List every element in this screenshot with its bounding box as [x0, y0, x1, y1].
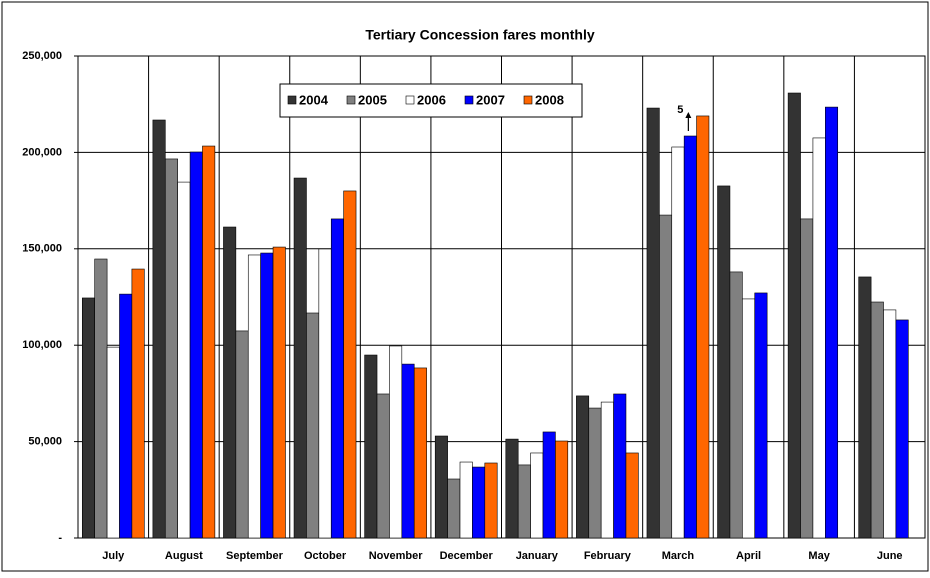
legend-label: 2006 — [417, 92, 446, 107]
bar — [272, 246, 286, 539]
bar — [555, 440, 569, 539]
y-tick-label: 200,000 — [22, 146, 62, 158]
legend-swatch — [523, 95, 533, 105]
x-tick-label: September — [226, 550, 284, 562]
x-tick-label: August — [165, 550, 203, 562]
bar — [119, 293, 133, 539]
x-tick-label: January — [516, 550, 559, 562]
x-tick-label: November — [369, 550, 424, 562]
bar — [858, 276, 872, 539]
bar — [434, 435, 448, 539]
legend-swatch — [287, 95, 297, 105]
legend-label: 2008 — [535, 92, 564, 107]
bar — [787, 92, 801, 539]
bar — [343, 190, 357, 539]
legend-label: 2005 — [358, 92, 387, 107]
legend-label: 2004 — [299, 92, 329, 107]
legend-swatch — [464, 95, 474, 105]
bar — [330, 218, 344, 539]
bar — [177, 181, 191, 539]
bar — [318, 248, 332, 539]
bar — [164, 158, 178, 539]
bar — [600, 401, 614, 539]
chart-title: Tertiary Concession fares monthly — [365, 27, 594, 43]
bar — [530, 452, 544, 539]
bar — [588, 407, 602, 539]
y-tick-label: 250,000 — [22, 50, 62, 62]
bar — [742, 298, 756, 539]
bar — [223, 226, 237, 539]
bar — [576, 395, 590, 539]
bar — [800, 218, 814, 539]
bar — [293, 177, 307, 539]
bar — [106, 346, 120, 539]
x-tick-label: March — [662, 550, 695, 562]
bar — [825, 106, 839, 539]
x-tick-label: October — [304, 550, 347, 562]
y-tick-label: - — [58, 532, 62, 544]
bar — [472, 466, 486, 539]
x-tick-label: June — [877, 550, 903, 562]
bar — [247, 254, 261, 539]
bar — [202, 145, 216, 539]
bar — [94, 258, 108, 539]
bar — [517, 464, 531, 539]
bar — [484, 462, 498, 539]
bar — [413, 367, 427, 539]
x-tick-label: April — [736, 550, 761, 562]
bar — [364, 354, 378, 539]
bar — [812, 137, 826, 539]
bar — [870, 301, 884, 539]
bar — [683, 135, 697, 539]
bar — [505, 438, 519, 539]
y-tick-label: 150,000 — [22, 243, 62, 255]
x-tick-label: February — [584, 550, 632, 562]
bar — [729, 271, 743, 539]
bar — [459, 461, 473, 539]
bar — [659, 214, 673, 539]
y-tick-label: 100,000 — [22, 339, 62, 351]
bar — [646, 107, 660, 539]
bar — [306, 312, 320, 539]
bar — [542, 431, 556, 539]
bar — [235, 330, 249, 539]
bar — [447, 478, 461, 539]
bar — [895, 319, 909, 539]
x-tick-label: December — [440, 550, 494, 562]
legend-swatch — [405, 95, 415, 105]
bar — [376, 393, 390, 539]
bar — [131, 268, 145, 539]
x-tick-label: July — [102, 550, 125, 562]
bar — [717, 185, 731, 539]
x-tick-label: May — [808, 550, 830, 562]
annotation-arrowhead — [685, 112, 692, 119]
bar — [189, 151, 203, 539]
bar — [754, 292, 768, 539]
legend-label: 2007 — [476, 92, 505, 107]
bar — [613, 393, 627, 539]
bar — [671, 146, 685, 539]
bar — [696, 115, 710, 539]
bar — [389, 345, 403, 539]
y-tick-label: 50,000 — [28, 436, 62, 448]
bar — [152, 119, 166, 539]
bar — [260, 252, 274, 539]
bar — [401, 363, 415, 539]
bar — [81, 297, 95, 539]
bar — [883, 309, 897, 539]
legend-swatch — [346, 95, 356, 105]
annotation: 5 — [677, 104, 683, 116]
bar — [625, 452, 639, 539]
